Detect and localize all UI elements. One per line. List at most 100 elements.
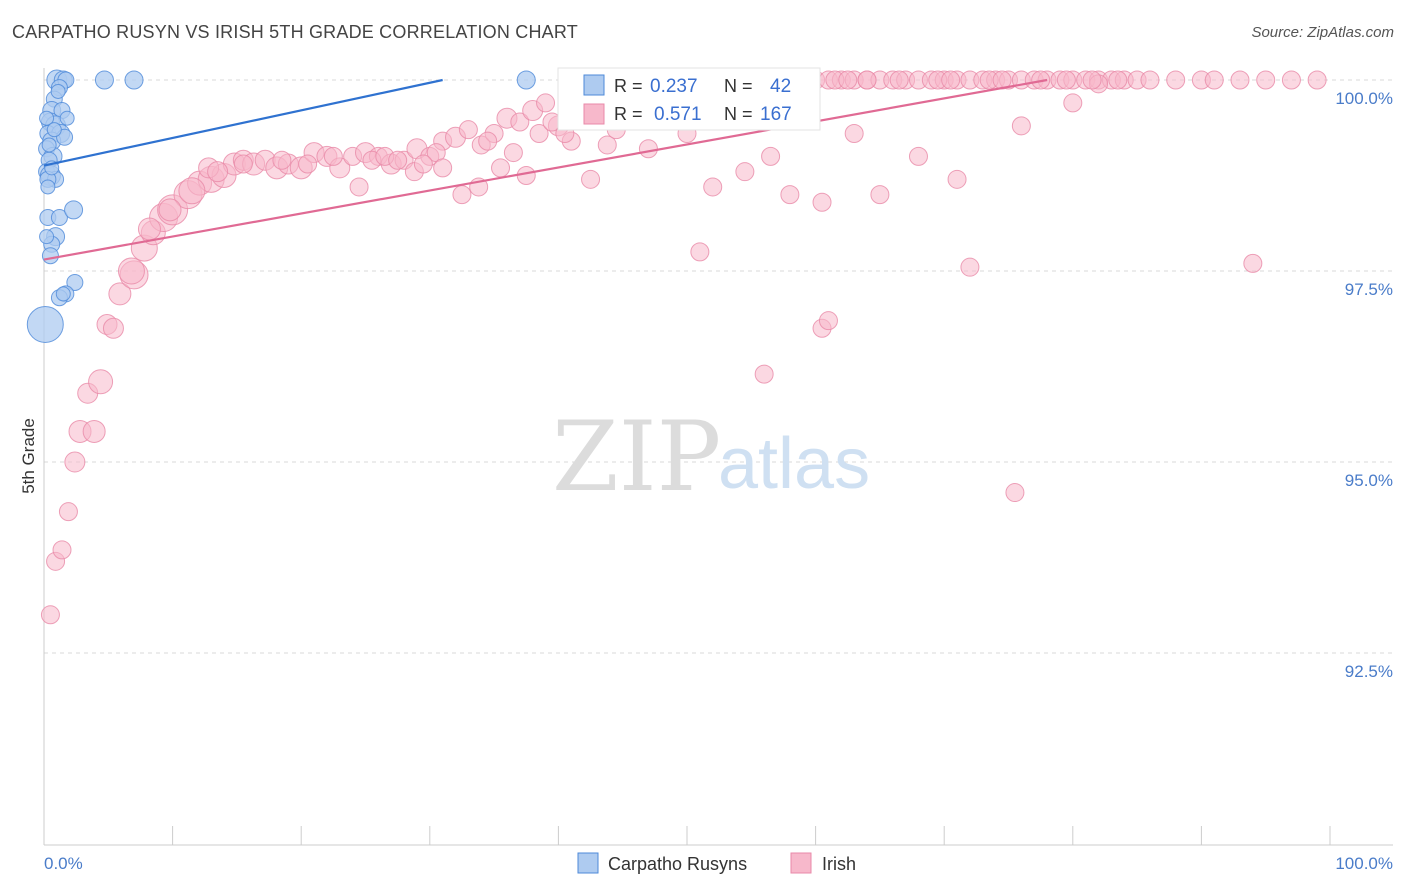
irish-point-106	[638, 139, 658, 159]
legend-n-value-blue: 42	[770, 76, 791, 97]
carpatho-rusyn-point-29	[66, 273, 84, 291]
carpatho-rusyn-point-32	[26, 305, 64, 343]
irish-point-44	[510, 112, 530, 132]
irish-point-160	[1108, 70, 1128, 90]
irish-point-158	[1056, 70, 1076, 90]
irish-point-46	[536, 93, 556, 113]
legend-n-label-pink: N =	[724, 104, 753, 124]
carpatho-rusyn-point-35	[46, 122, 62, 138]
irish-point-128	[272, 150, 292, 170]
irish-point-4	[64, 451, 86, 473]
carpatho-rusyn-point-24	[50, 209, 68, 227]
irish-point-102	[516, 166, 536, 185]
irish-point-130	[323, 146, 343, 166]
irish-point-161	[1140, 70, 1160, 90]
y-tick-label-0: 100.0%	[1335, 89, 1393, 108]
carpatho-rusyn-trend-line	[43, 78, 443, 167]
irish-point-134	[413, 154, 433, 174]
irish-point-124	[818, 311, 838, 331]
irish-point-115	[908, 146, 928, 166]
irish-point-159	[1082, 70, 1102, 90]
x-tick-min: 0.0%	[44, 854, 83, 873]
bottom-legend: Carpatho Rusyns Irish	[577, 852, 856, 874]
legend-n-value-pink: 167	[760, 104, 792, 125]
legend-r-value-pink: 0.571	[654, 104, 702, 125]
irish-point-167	[207, 161, 229, 183]
carpatho-rusyn-point-41	[55, 286, 71, 302]
irish-point-138	[529, 123, 549, 143]
irish-point-125	[754, 364, 774, 384]
y-tick-label-1: 97.5%	[1345, 280, 1393, 299]
irish-point-170	[117, 257, 145, 285]
irish-point-171	[178, 177, 206, 205]
irish-point-6	[82, 419, 106, 443]
irish-point-127	[233, 154, 253, 174]
watermark-atlas: atlas	[718, 424, 870, 504]
irish-point-114	[870, 185, 890, 205]
legend-n-label-blue: N =	[724, 76, 753, 96]
irish-point-165	[1307, 70, 1327, 90]
irish-point-99	[452, 185, 472, 205]
carpatho-rusyn-point-4	[124, 70, 144, 90]
watermark: ZIP atlas	[552, 401, 870, 513]
bottom-legend-swatch-pink	[790, 852, 812, 874]
irish-trend-line	[43, 78, 1048, 261]
axes	[43, 68, 1393, 846]
irish-point-121	[960, 257, 980, 277]
bottom-legend-label-blue: Carpatho Rusyns	[608, 854, 747, 874]
irish-point-157	[1031, 70, 1051, 90]
irish-point-105	[597, 135, 617, 155]
y-tick-label-2: 95.0%	[1345, 471, 1393, 490]
y-axis-label: 5th Grade	[19, 418, 38, 494]
chart-title: CARPATHO RUSYN VS IRISH 5TH GRADE CORREL…	[12, 22, 578, 42]
irish-point-118	[1063, 93, 1083, 113]
legend-r-label-pink: R =	[614, 104, 643, 124]
carpatho-rusyn-point-28	[41, 247, 59, 265]
carpatho-rusyn-point-33	[39, 110, 55, 126]
carpatho-rusyn-point-40	[39, 229, 55, 245]
irish-point-151	[857, 70, 877, 90]
bottom-legend-swatch-blue	[577, 852, 599, 874]
irish-point-101	[491, 158, 511, 178]
irish-point-122	[1243, 253, 1263, 273]
data-points	[26, 69, 1327, 625]
irish-point-164	[1256, 70, 1276, 90]
carpatho-rusyn-point-25	[64, 200, 84, 220]
legend-swatch-pink	[583, 103, 605, 125]
y-tick-label-3: 92.5%	[1345, 662, 1393, 681]
carpatho-rusyn-point-3	[94, 70, 114, 90]
irish-point-162	[1204, 70, 1224, 90]
irish-point-93	[1166, 70, 1186, 90]
irish-point-40	[458, 120, 478, 140]
irish-point-111	[780, 185, 800, 205]
trend-lines	[43, 78, 1048, 261]
irish-point-109	[735, 162, 755, 182]
carpatho-rusyn-point-37	[50, 83, 66, 99]
irish-point-129	[298, 154, 318, 174]
irish-point-117	[1011, 116, 1031, 136]
irish-point-95	[1281, 70, 1301, 90]
irish-point-8	[88, 369, 114, 395]
irish-point-116	[947, 169, 967, 189]
carpatho-rusyn-point-36	[40, 179, 56, 195]
irish-point-154	[941, 70, 961, 90]
irish-point-150	[838, 70, 858, 90]
carpatho-rusyn-point-39	[59, 110, 75, 126]
y-tick-labels: 100.0% 97.5% 95.0% 92.5%	[1335, 89, 1393, 681]
irish-point-10	[102, 317, 124, 339]
bottom-legend-label-pink: Irish	[822, 854, 856, 874]
irish-point-126	[1005, 483, 1025, 503]
irish-point-137	[503, 143, 523, 163]
irish-point-11	[108, 282, 132, 306]
carpatho-rusyn-point-34	[41, 137, 57, 153]
watermark-zip: ZIP	[552, 401, 721, 513]
chart-source: Source: ZipAtlas.com	[1251, 24, 1394, 41]
irish-point-96	[349, 177, 369, 197]
irish-point-112	[812, 192, 832, 212]
irish-point-0	[40, 605, 60, 625]
irish-point-135	[433, 158, 453, 178]
irish-point-108	[703, 177, 723, 197]
irish-point-136	[478, 131, 498, 151]
irish-point-120	[690, 242, 710, 262]
